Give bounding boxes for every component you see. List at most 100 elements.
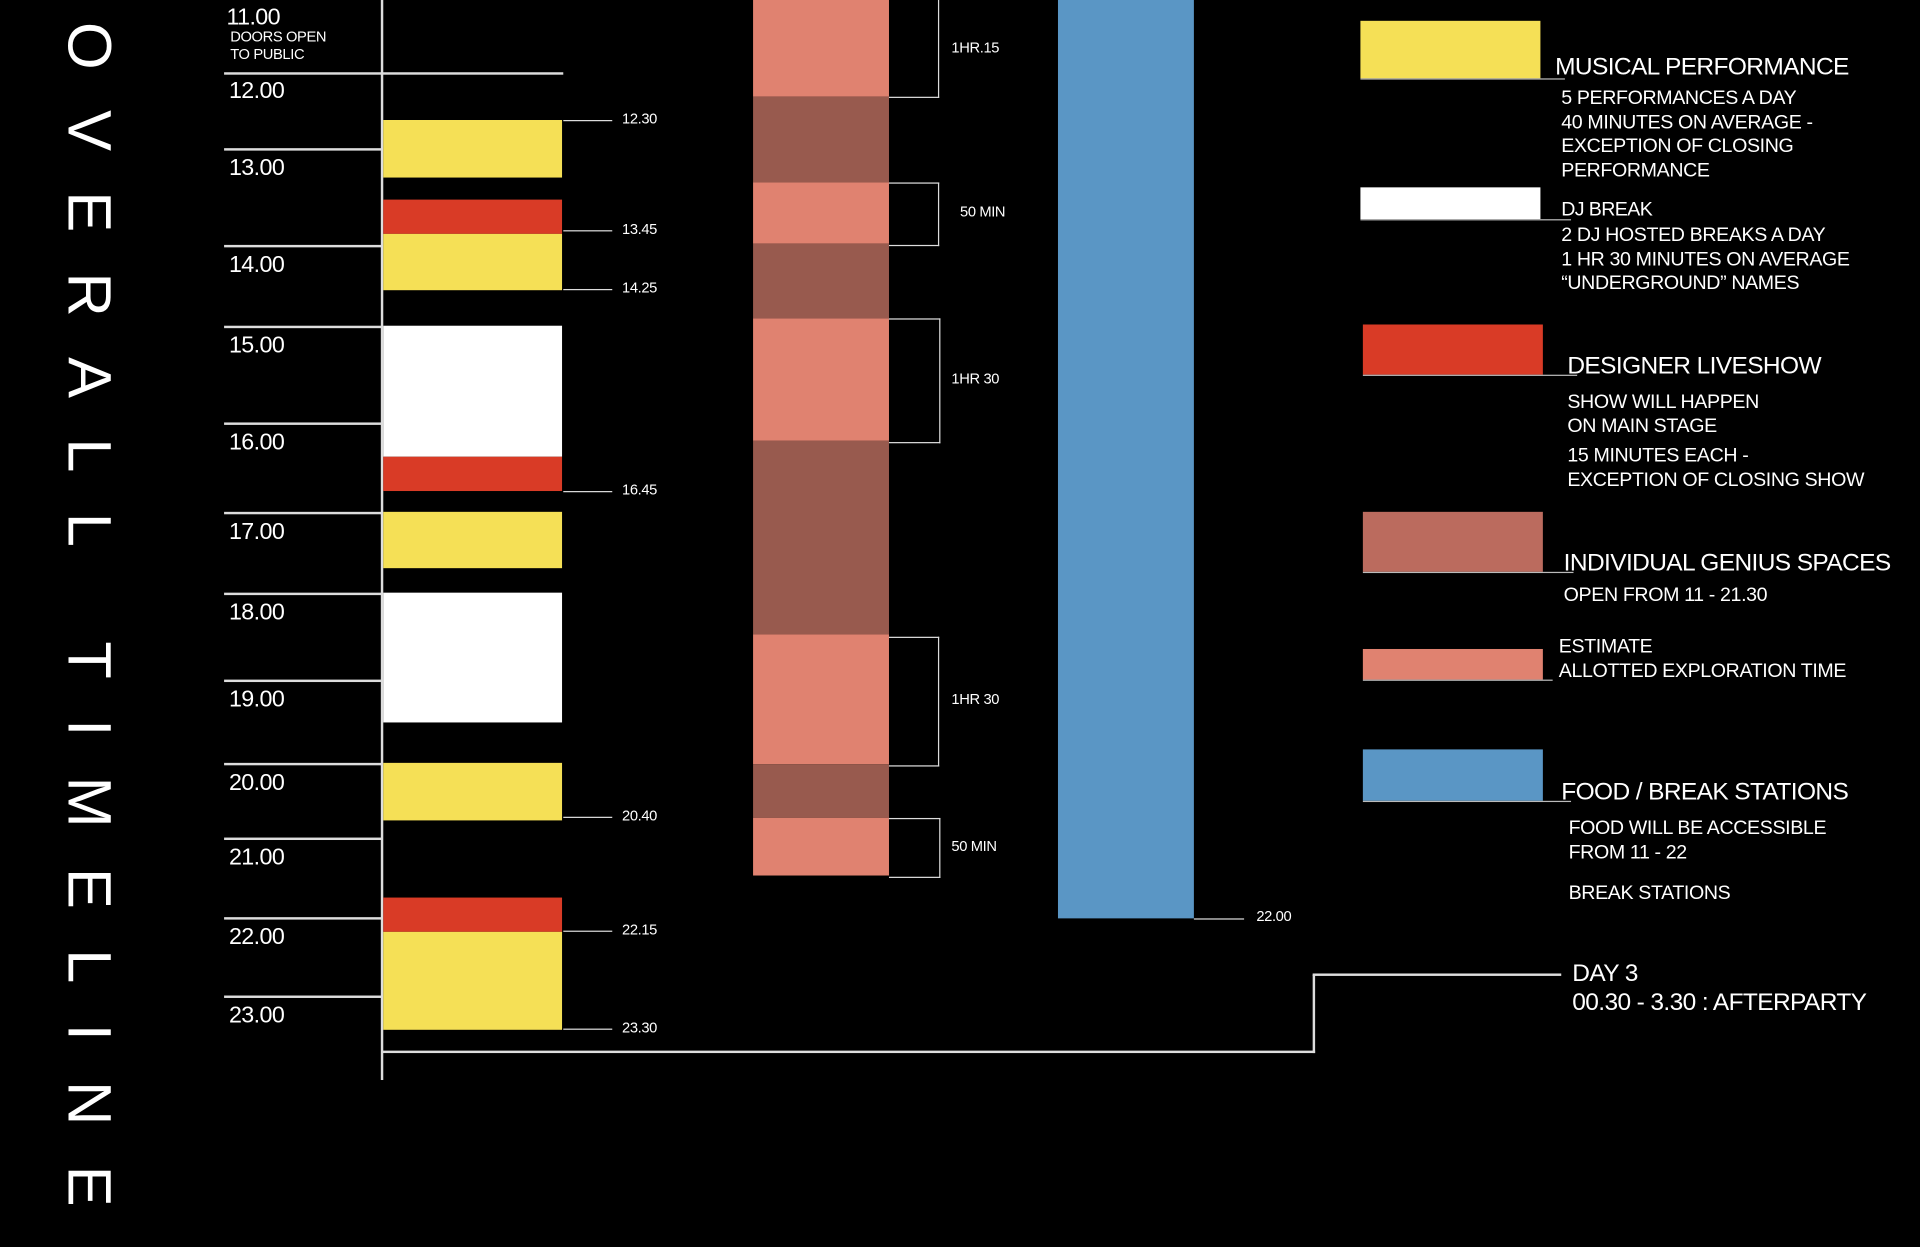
- exploration-block: [753, 318, 889, 441]
- legend-swatch-performance: [1360, 20, 1541, 79]
- exploration-block: [753, 634, 889, 765]
- leader-line: [1193, 918, 1245, 920]
- food-end-time: 22.00: [1256, 907, 1292, 925]
- time-marker: 20.40: [622, 806, 657, 825]
- hour-tick: [224, 592, 383, 595]
- legend-swatch-liveshow: [1362, 324, 1543, 375]
- duration-label: 1HR 30: [951, 369, 1000, 387]
- legend-underline: [1362, 571, 1574, 574]
- hour-tick: [224, 762, 383, 765]
- hour-label: 18.00: [228, 600, 285, 626]
- hour-label: 17.00: [228, 519, 285, 545]
- genius-block: [753, 243, 889, 319]
- legend-underline: [1362, 800, 1572, 803]
- page-title: OVERALL TIMELINE: [55, 22, 124, 1247]
- afterparty-connector: [382, 1050, 1316, 1053]
- time-marker: 12.30: [622, 110, 657, 128]
- legend-swatch-exploration: [1362, 648, 1543, 680]
- hour-tick: [224, 325, 383, 328]
- open-note: DOORS OPEN: [230, 28, 327, 46]
- genius-block: [753, 764, 889, 818]
- liveshow-block: [383, 897, 563, 932]
- hour-tick: [224, 679, 383, 682]
- leader-line: [563, 120, 613, 122]
- hour-tick: [224, 995, 383, 998]
- genius-block: [753, 440, 889, 635]
- exploration-block: [753, 0, 889, 97]
- liveshow-block: [383, 456, 563, 492]
- performance-block: [383, 511, 563, 569]
- duration-label: 50 MIN: [960, 203, 1006, 221]
- hour-label: 15.00: [228, 333, 285, 359]
- duration-bracket: [888, 817, 941, 878]
- legend-description: 15 MINUTES EACH - EXCEPTION OF CLOSING S…: [1567, 445, 1865, 491]
- hour-tick: [224, 511, 383, 514]
- legend-title: FOOD / BREAK STATIONS: [1561, 778, 1849, 806]
- hour-tick: [224, 72, 564, 75]
- time-axis: [380, 0, 384, 1081]
- legend-title: DESIGNER LIVESHOW: [1567, 352, 1821, 380]
- legend-description: 2 DJ HOSTED BREAKS A DAY 1 HR 30 MINUTES…: [1561, 225, 1850, 294]
- hour-label: 21.00: [228, 844, 285, 871]
- afterparty-connector: [1312, 974, 1315, 1054]
- genius-block: [753, 96, 889, 183]
- afterparty-day: DAY 3: [1572, 960, 1638, 987]
- afterparty-time: 00.30 - 3.30 : AFTERPARTY: [1572, 989, 1867, 1017]
- food-station-bar: [1057, 0, 1194, 919]
- hour-label: 12.00: [228, 78, 285, 105]
- hour-label: 23.00: [228, 1002, 285, 1029]
- legend-title: DJ BREAK: [1561, 199, 1653, 221]
- performance-block: [383, 762, 563, 821]
- legend-title: INDIVIDUAL GENIUS SPACES: [1563, 549, 1892, 577]
- legend-description: ESTIMATE ALLOTTED EXPLORATION TIME: [1558, 636, 1847, 682]
- liveshow-block: [383, 199, 563, 234]
- legend-underline: [1362, 374, 1578, 376]
- time-marker: 22.15: [622, 920, 657, 938]
- legend-swatch-dj: [1360, 187, 1541, 220]
- legend-swatch-genius-legend: [1362, 511, 1543, 572]
- performance-block: [383, 233, 563, 291]
- duration-bracket: [888, 318, 941, 444]
- time-marker: 23.30: [622, 1018, 657, 1036]
- leader-line: [563, 288, 613, 291]
- leader-line: [563, 491, 613, 493]
- legend-underline: [1362, 679, 1553, 681]
- duration-label: 1HR.15: [951, 38, 1000, 56]
- hour-label: 20.00: [228, 770, 285, 796]
- duration-bracket: [888, 182, 940, 247]
- exploration-block: [753, 817, 889, 876]
- afterparty-connector: [1312, 973, 1562, 976]
- hour-tick: [224, 837, 383, 840]
- hour-tick: [224, 148, 383, 151]
- time-marker: 14.25: [622, 279, 657, 297]
- performance-block: [383, 931, 563, 1030]
- time-marker: 13.45: [622, 220, 657, 238]
- hour-label: 19.00: [228, 686, 285, 713]
- legend-underline: [1360, 78, 1565, 80]
- hour-label: 16.00: [228, 429, 285, 456]
- legend-description: OPEN FROM 11 - 21.30: [1563, 585, 1768, 607]
- open-note: TO PUBLIC: [230, 45, 305, 63]
- legend-description: SHOW WILL HAPPEN ON MAIN STAGE: [1567, 391, 1759, 437]
- hour-tick: [224, 422, 383, 425]
- hour-label: 22.00: [228, 924, 285, 951]
- open-time: 11.00: [226, 4, 281, 31]
- time-marker: 16.45: [622, 481, 657, 499]
- leader-line: [563, 816, 613, 818]
- hour-label: 13.00: [228, 155, 285, 182]
- legend-description: 5 PERFORMANCES A DAY 40 MINUTES ON AVERA…: [1561, 88, 1813, 181]
- dj-block: [383, 592, 563, 723]
- duration-bracket: [888, 0, 940, 98]
- leader-line: [563, 230, 613, 232]
- timeline-diagram: OVERALL TIMELINE 11.00 DOORS OPEN TO PUB…: [55, 0, 1892, 1247]
- legend-description: FOOD WILL BE ACCESSIBLE FROM 11 - 22: [1568, 817, 1827, 863]
- leader-line: [563, 930, 613, 932]
- legend-swatch-food: [1362, 749, 1543, 801]
- dj-block: [383, 325, 563, 457]
- legend-description: BREAK STATIONS: [1568, 882, 1731, 904]
- hour-label: 14.00: [228, 252, 285, 278]
- legend-title: MUSICAL PERFORMANCE: [1555, 53, 1849, 81]
- duration-label: 50 MIN: [951, 836, 997, 855]
- hour-tick: [224, 244, 383, 247]
- hour-tick: [224, 917, 383, 919]
